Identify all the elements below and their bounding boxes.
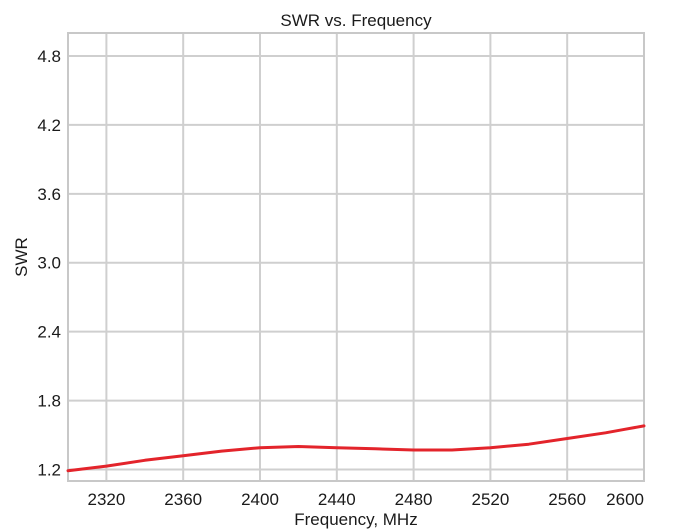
x-tick-label: 2400 bbox=[241, 490, 279, 509]
y-tick-label: 1.8 bbox=[37, 392, 61, 411]
x-tick-label: 2360 bbox=[164, 490, 202, 509]
x-tick-labels: 2320 2360 2400 2440 2480 2520 2560 2600 bbox=[87, 490, 644, 509]
swr-series-line bbox=[66, 424, 646, 473]
x-axis-title: Frequency, MHz bbox=[294, 510, 417, 529]
y-tick-label: 2.4 bbox=[37, 323, 61, 342]
chart-title: SWR vs. Frequency bbox=[280, 11, 432, 30]
x-tick-label: 2440 bbox=[318, 490, 356, 509]
x-tick-label: 2520 bbox=[471, 490, 509, 509]
y-tick-label: 4.2 bbox=[37, 116, 61, 135]
x-tick-label: 2600 bbox=[606, 490, 644, 509]
grid-lines bbox=[68, 33, 645, 481]
x-tick-label: 2480 bbox=[395, 490, 433, 509]
x-tick-label: 2560 bbox=[548, 490, 586, 509]
y-tick-label: 3.6 bbox=[37, 185, 61, 204]
series-layer bbox=[66, 424, 646, 473]
y-tick-labels: 1.2 1.8 2.4 3.0 3.6 4.2 4.8 bbox=[37, 47, 61, 480]
plot-frame bbox=[67, 32, 645, 482]
x-tick-label: 2320 bbox=[87, 490, 125, 509]
y-tick-label: 3.0 bbox=[37, 254, 61, 273]
y-axis-title: SWR bbox=[12, 237, 31, 277]
y-tick-label: 1.2 bbox=[37, 461, 61, 480]
y-tick-label: 4.8 bbox=[37, 47, 61, 66]
